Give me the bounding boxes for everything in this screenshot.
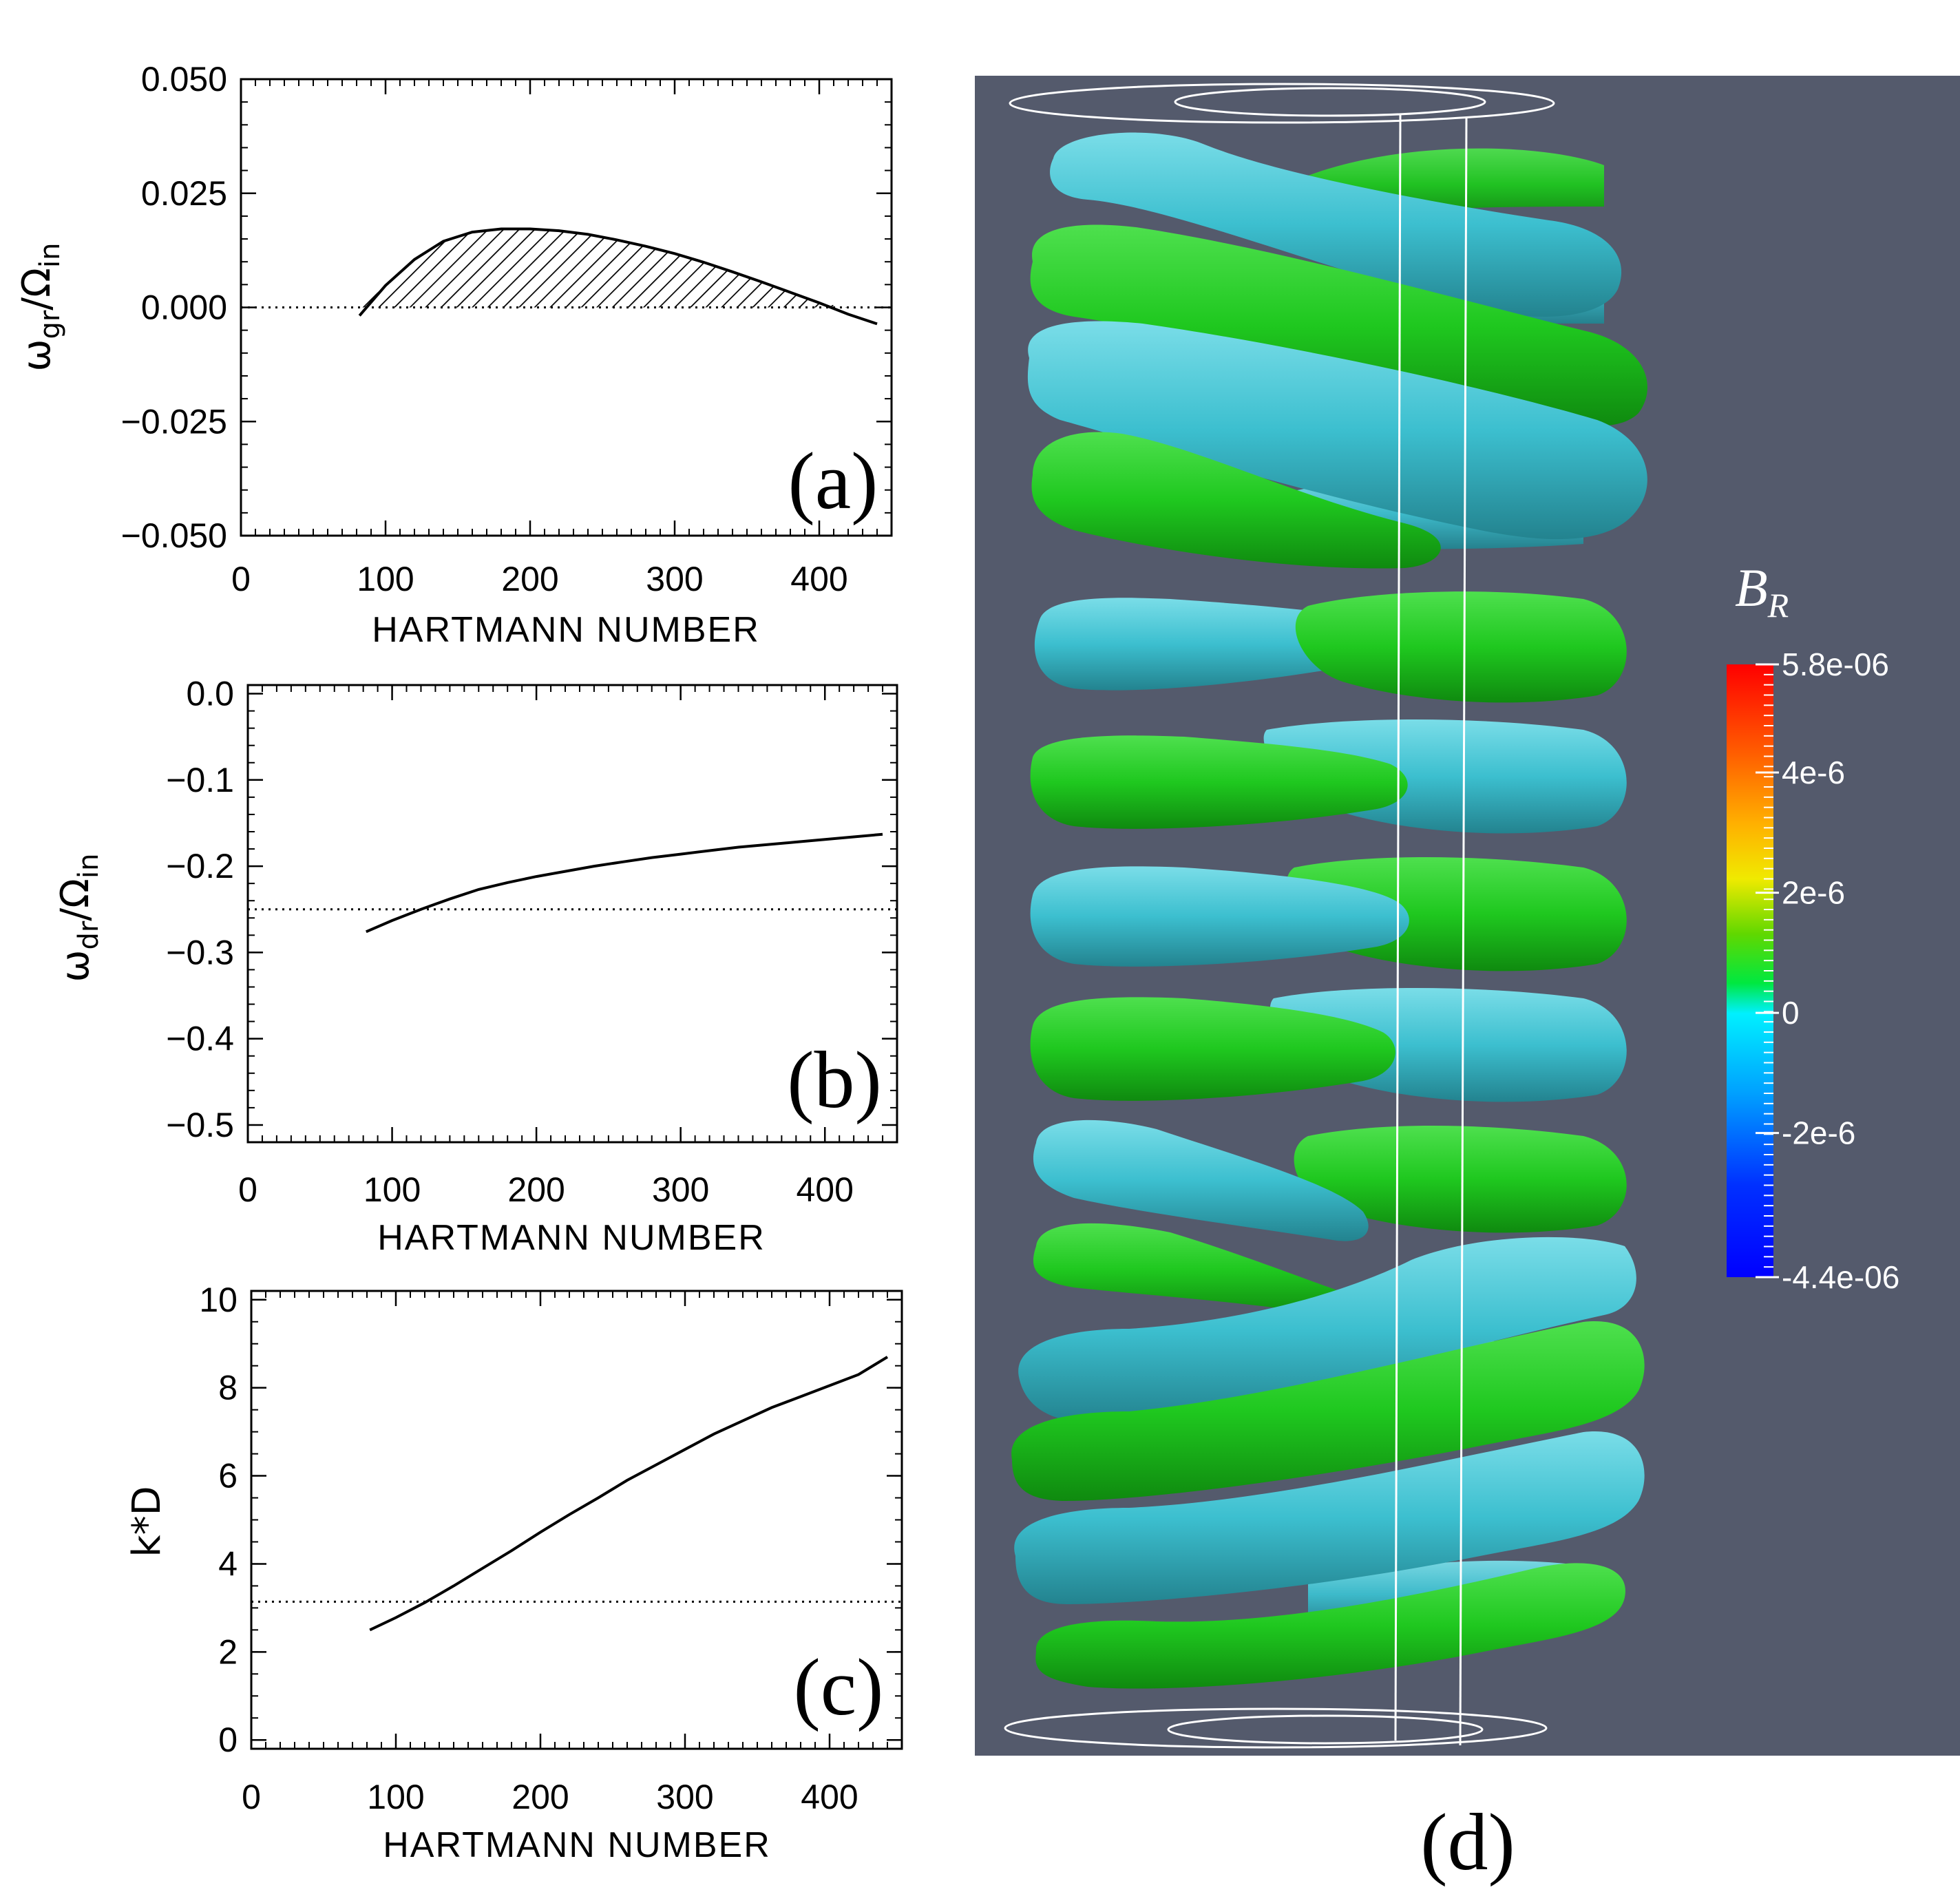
panel-a-ytick-label: −0.025	[121, 402, 227, 441]
isosurface-negative	[1050, 132, 1622, 317]
top-outer-ring	[1009, 83, 1555, 124]
panel-b-ylabel: ωdr/Ωin	[53, 854, 105, 982]
panel-c: 10 8 6 4 2 0 0 100 200 300 400 HARTMANN …	[125, 1281, 903, 1865]
panel-b-ytick-label: −0.5	[166, 1106, 234, 1144]
inner-cylinder-line	[1459, 118, 1468, 1746]
panel-b-ytick-label: −0.4	[166, 1020, 234, 1058]
panel-b-xtick-label: 0	[238, 1170, 257, 1209]
panel-a-ytick-label: 0.000	[141, 288, 227, 327]
isosurface-positive	[1030, 735, 1408, 829]
panel-a-label: (a)	[788, 436, 878, 526]
panel-c-xtick-label: 300	[656, 1778, 713, 1816]
isosurface-negative	[1027, 321, 1647, 540]
panel-a-ytick-label: 0.050	[141, 60, 227, 98]
panel-a-xtick-label: 400	[790, 560, 847, 598]
panel-d-label: (d)	[1420, 1797, 1515, 1887]
panel-c-xtick-label: 100	[367, 1778, 424, 1816]
isosurface-positive	[1030, 997, 1395, 1101]
panel-c-tick-marks	[250, 1291, 903, 1749]
panel-c-xlabel: HARTMANN NUMBER	[383, 1825, 771, 1865]
panel-c-wavenumber-curve	[369, 1356, 889, 1632]
panel-b-ytick-label: −0.2	[166, 847, 234, 885]
panel-a-xtick-label: 200	[501, 560, 558, 598]
isosurface-negative	[1033, 1119, 1369, 1241]
colorbar-label: 0	[1782, 995, 1800, 1031]
colorbar-label: 5.8e-06	[1782, 646, 1889, 682]
panel-b-drift-rate-curve	[366, 832, 883, 934]
panel-a-ytick-label: −0.050	[121, 516, 227, 555]
panel-b-xlabel: HARTMANN NUMBER	[377, 1218, 766, 1258]
colorbar-label: 4e-6	[1782, 755, 1845, 790]
panel-c-ytick-label: 8	[218, 1369, 238, 1407]
panel-c-ytick-label: 0	[218, 1721, 238, 1759]
panel-a-xlabel: HARTMANN NUMBER	[372, 610, 760, 650]
panel-c-xtick-label: 400	[801, 1778, 858, 1816]
panel-b-ytick-label: −0.1	[166, 761, 234, 799]
cylinder-wireframe	[1004, 83, 1555, 1749]
bottom-outer-ring	[1004, 1707, 1548, 1749]
panel-a-tick-marks	[240, 78, 892, 537]
panel-b-xtick-label: 200	[507, 1170, 565, 1209]
panel-c-xtick-label: 0	[242, 1778, 261, 1816]
isosurface-positive	[1035, 1563, 1625, 1689]
panel-c-label: (c)	[794, 1642, 884, 1732]
panel-a: 0.050 0.025 0.000 −0.025 −0.050 0 100 20…	[14, 60, 893, 650]
panel-c-ytick-label: 4	[218, 1544, 238, 1583]
panel-a-xtick-label: 100	[357, 560, 414, 598]
inner-cylinder-line	[1394, 113, 1402, 1741]
isosurface-positive	[1031, 432, 1441, 569]
colorbar-label: -2e-6	[1782, 1115, 1855, 1151]
panel-a-ylabel: ωgr/Ωin	[14, 243, 66, 372]
isosurface-positive	[1030, 224, 1648, 426]
panel-a-xtick-label: 300	[646, 560, 703, 598]
panel-b: 0.0 −0.1 −0.2 −0.3 −0.4 −0.5 0 100 200 3…	[53, 675, 898, 1258]
panel-b-label: (b)	[787, 1035, 882, 1125]
isosurface-positive	[1295, 591, 1627, 703]
panel-a-growth-rate-curve	[358, 227, 878, 326]
isosurface-positive	[1033, 1223, 1364, 1317]
panel-d: BR 5.8e-06 4e-6 2e-6 0 -2e-6 -4.4e-06 (d…	[975, 76, 1960, 1887]
panel-b-tick-marks	[246, 685, 898, 1143]
colorbar-tick-marks	[1756, 663, 1779, 1279]
panel-b-xtick-label: 300	[652, 1170, 709, 1209]
colorbar-label: 2e-6	[1782, 875, 1845, 911]
isosurface-negative	[1014, 1431, 1645, 1604]
panel-c-ytick-label: 6	[218, 1457, 238, 1495]
panel-b-axes-frame	[246, 684, 898, 1144]
panel-a-xtick-label: 0	[231, 560, 251, 598]
panel-c-ylabel: k*D	[125, 1486, 169, 1557]
isosurface-negative	[1030, 866, 1409, 967]
isosurface-positive	[1011, 1321, 1645, 1501]
bottom-inner-ring	[1167, 1714, 1484, 1745]
panel-a-hatched-area	[359, 229, 877, 308]
panel-b-ytick-label: −0.3	[166, 933, 234, 971]
colorbar-title: BR	[1735, 558, 1789, 624]
isosurface-negative	[1018, 1237, 1636, 1423]
panel-c-ytick-label: 10	[199, 1281, 238, 1319]
panel-b-xtick-label: 100	[363, 1170, 421, 1209]
panel-c-xtick-label: 200	[512, 1778, 569, 1816]
panel-c-ytick-label: 2	[218, 1632, 238, 1671]
isosurface-positive	[1294, 1126, 1627, 1233]
panel-a-ytick-label: 0.025	[141, 174, 227, 213]
panel-b-ytick-label: 0.0	[186, 675, 234, 713]
top-inner-ring	[1174, 87, 1486, 117]
panel-b-xtick-label: 400	[797, 1170, 854, 1209]
colorbar-label: -4.4e-06	[1782, 1259, 1899, 1295]
